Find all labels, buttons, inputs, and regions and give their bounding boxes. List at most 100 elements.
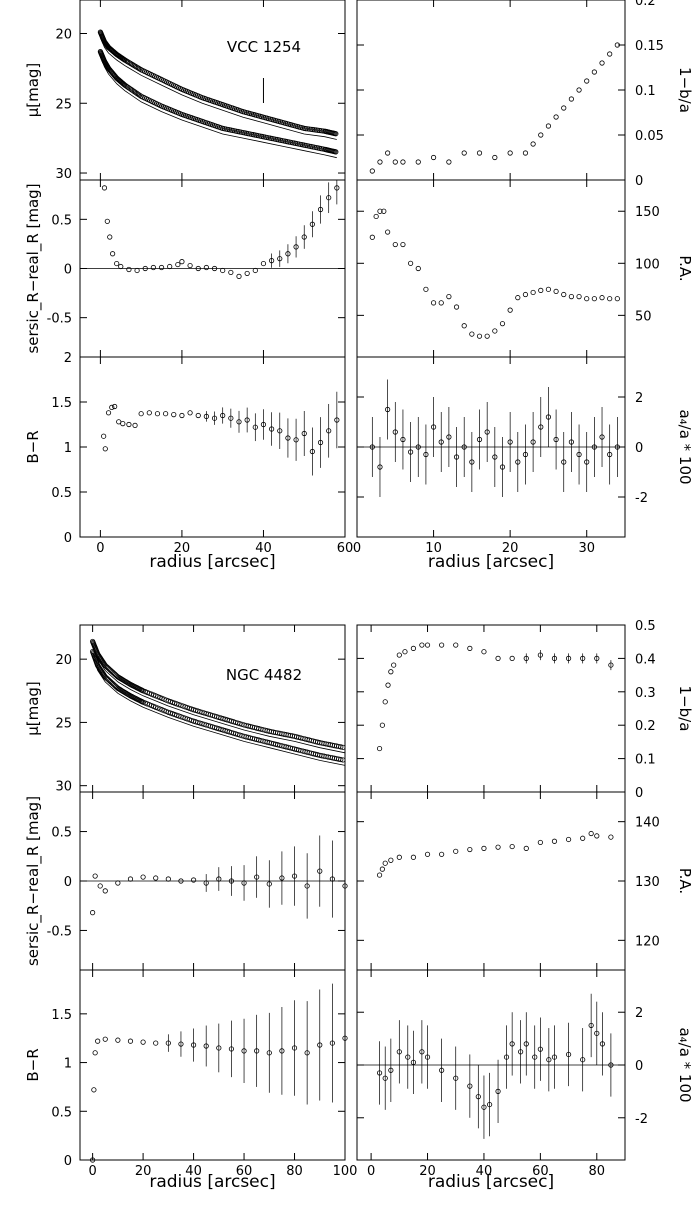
g1-ellipticity-ylabel: 1−b/a bbox=[676, 67, 694, 113]
g2-a4-point bbox=[495, 1088, 501, 1094]
g1-color-point bbox=[244, 417, 250, 423]
g1-residual-point bbox=[126, 266, 132, 273]
g2-a4-point bbox=[565, 1051, 572, 1058]
g1-residual-point bbox=[309, 221, 315, 227]
g2-color-ytick-label: 1 bbox=[64, 1057, 72, 1072]
g1-residual-point bbox=[220, 267, 226, 274]
g1-ellipticity-point bbox=[377, 159, 383, 165]
g2-color-point bbox=[115, 1037, 121, 1043]
g1-pa-ytick-label: 50 bbox=[635, 309, 652, 324]
g1-ellipticity-point bbox=[400, 159, 406, 165]
g2-color-point bbox=[279, 1048, 285, 1054]
g1-color-frame bbox=[79, 356, 346, 538]
g2-left-xlabel: radius [arcsec] bbox=[149, 1172, 275, 1192]
g1-color-ytick-label: 0 bbox=[64, 531, 72, 546]
g2-a4-point bbox=[410, 1059, 417, 1065]
g1-color-point bbox=[228, 415, 234, 421]
g1-ellipticity-point bbox=[553, 114, 559, 120]
g1-color-point bbox=[146, 410, 152, 416]
g1-a4-point bbox=[469, 459, 475, 465]
g2-pa-point bbox=[388, 857, 394, 863]
g2-a4-point bbox=[439, 1067, 445, 1073]
g2-a4-point bbox=[580, 1057, 586, 1063]
g1-pa-point bbox=[476, 333, 483, 339]
g2-color-xtick-label: 60 bbox=[236, 1164, 253, 1179]
g1-color-point bbox=[154, 411, 161, 417]
g2-pa-point bbox=[439, 851, 445, 857]
g1-a4-xtick-label: 10 bbox=[425, 541, 442, 556]
g1-ellipticity-point bbox=[385, 150, 391, 156]
g2-ellipticity-point bbox=[453, 642, 459, 648]
g1-pa-frame bbox=[356, 179, 626, 358]
g2-a4-xtick-label: 20 bbox=[419, 1164, 436, 1179]
g1-color-point bbox=[269, 426, 275, 432]
g2-ellipticity-point bbox=[594, 655, 600, 662]
g1-pa-point bbox=[507, 307, 513, 313]
g1-pa-point bbox=[461, 323, 467, 329]
g2-residual-ytick-label: 0.5 bbox=[51, 826, 72, 841]
g1-pa-point bbox=[392, 241, 398, 248]
g2-ellipticity-point bbox=[419, 642, 425, 648]
g2-color-point bbox=[342, 1035, 348, 1041]
g1-color-point bbox=[309, 448, 315, 455]
g2-a4-point bbox=[594, 1030, 600, 1036]
g1-residual-point bbox=[107, 234, 113, 240]
g2-residual-point bbox=[216, 876, 222, 882]
g1-residual-point bbox=[175, 261, 181, 268]
g2-a4-point bbox=[588, 1022, 594, 1029]
g1-color-point bbox=[203, 413, 209, 419]
g2-ellipticity-ytick-label: 0.1 bbox=[635, 753, 656, 768]
g2-color-point bbox=[153, 1040, 159, 1046]
g2-a4-point bbox=[424, 1054, 431, 1060]
g1-residual-point bbox=[326, 195, 332, 201]
g2-pa-ytick-label: 120 bbox=[635, 934, 660, 949]
g1-a4-ylabel: a₄/a * 100 bbox=[676, 409, 694, 484]
g2-color-point bbox=[91, 1087, 97, 1093]
g1-a4-point bbox=[369, 444, 375, 450]
g1-pa-point bbox=[607, 296, 613, 302]
g1-a4-point bbox=[446, 434, 452, 440]
g1-residual-point bbox=[228, 269, 234, 276]
g1-ellipticity-point bbox=[607, 51, 613, 57]
g2-a4-point bbox=[599, 1041, 606, 1047]
g1-pa-ytick-label: 150 bbox=[635, 205, 660, 220]
g2-color-point bbox=[102, 1036, 108, 1042]
g2-color-point bbox=[165, 1040, 171, 1046]
g1-residual-point bbox=[114, 260, 120, 267]
g1-color-xtick-label: 40 bbox=[255, 541, 272, 556]
g1-mu-series1-point bbox=[333, 131, 339, 137]
g1-a4-point bbox=[453, 454, 460, 460]
g2-color-point bbox=[291, 1045, 298, 1051]
g1-a4-point bbox=[423, 451, 429, 458]
g2-ellipticity-point bbox=[608, 662, 614, 668]
g1-pa-point bbox=[407, 260, 414, 266]
g1-pa-point bbox=[576, 294, 582, 300]
g2-ellipticity-point bbox=[396, 652, 402, 658]
g1-a4-point bbox=[568, 439, 575, 445]
g1-ellipticity-point bbox=[522, 150, 529, 156]
g1-mu-frame bbox=[79, 0, 346, 181]
g1-color-point bbox=[195, 412, 201, 419]
g1-mu-ytick-label: 30 bbox=[55, 167, 72, 182]
g2-ellipticity-point bbox=[481, 649, 487, 655]
g2-residual-point bbox=[115, 880, 121, 886]
g1-color-point bbox=[105, 410, 112, 416]
g1-ellipticity-point bbox=[430, 154, 437, 161]
g2-pa-point bbox=[410, 854, 417, 860]
g2-color-ytick-label: 0 bbox=[64, 1154, 72, 1169]
g1-color-point bbox=[326, 428, 332, 434]
g1-color-point bbox=[171, 411, 177, 418]
g1-color-point bbox=[132, 422, 138, 428]
g2-ellipticity-point bbox=[467, 645, 473, 651]
g2-color-point bbox=[178, 1041, 184, 1047]
g2-mu-ytick-label: 25 bbox=[55, 716, 72, 731]
g1-pa-point bbox=[545, 286, 552, 292]
g1-galaxy-label: VCC 1254 bbox=[227, 38, 301, 56]
g2-color-point bbox=[90, 1157, 96, 1163]
g2-residual-point bbox=[140, 874, 146, 880]
g1-pa-point bbox=[430, 300, 437, 306]
g1-ellipticity-point bbox=[446, 159, 452, 165]
g1-a4-point bbox=[484, 429, 490, 435]
g2-pa-point bbox=[594, 833, 600, 839]
g1-color-point bbox=[260, 421, 267, 428]
